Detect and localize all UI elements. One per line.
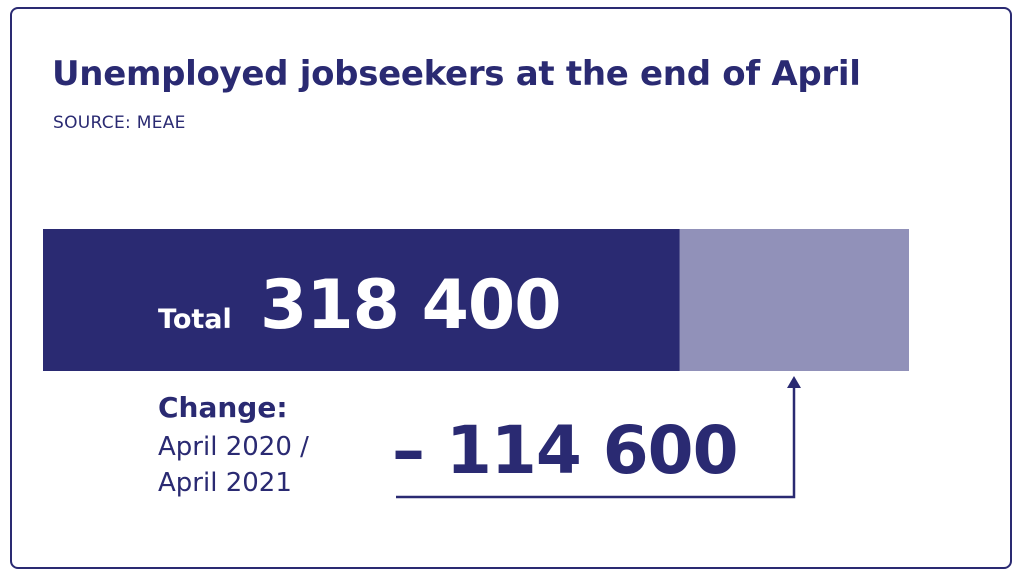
total-value: 318 400 [260, 266, 561, 345]
change-period-line1: April 2020 / [158, 432, 309, 462]
change-period: April 2020 / April 2021 [158, 429, 309, 501]
change-title: Change: [158, 391, 288, 424]
arrow-up-icon [787, 376, 801, 388]
bar-group [43, 229, 909, 371]
change-period-line2: April 2021 [158, 468, 292, 498]
connector-line [396, 386, 796, 499]
source-note: SOURCE: MEAE [53, 113, 186, 133]
total-label: Total [158, 304, 232, 335]
bar-change [679, 229, 909, 371]
change-connector [396, 376, 801, 499]
chart-title: Unemployed jobseekers at the end of Apri… [52, 54, 861, 94]
bar-current-total [43, 229, 680, 371]
change-value: – 114 600 [392, 412, 738, 489]
